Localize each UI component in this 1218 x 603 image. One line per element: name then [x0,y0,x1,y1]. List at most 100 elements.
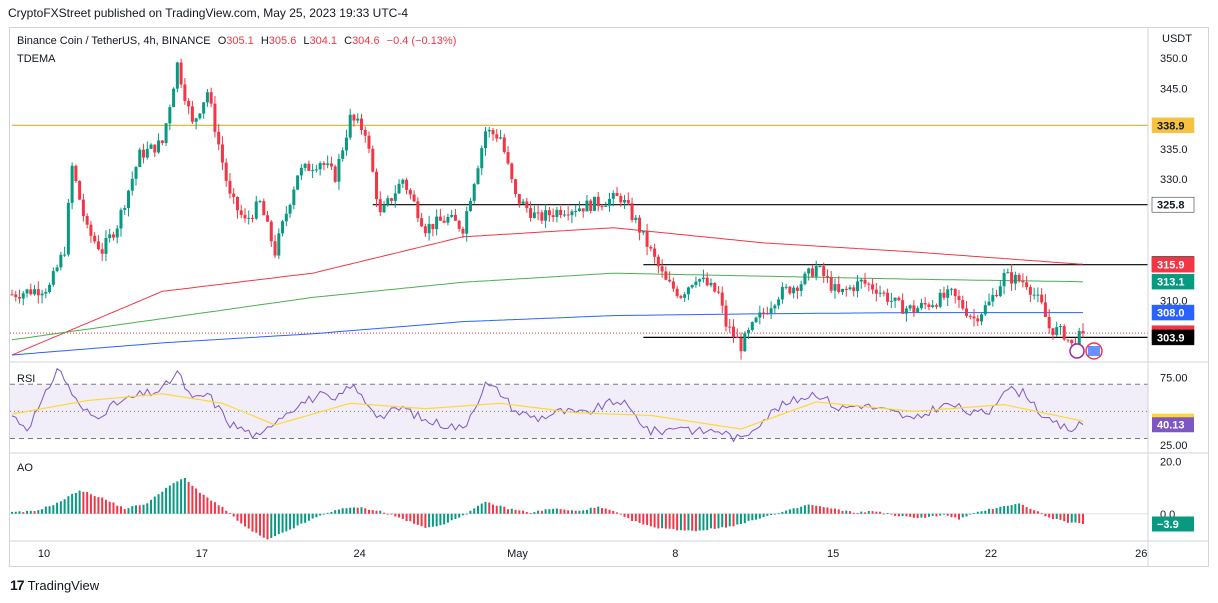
time-tick-label: May [507,548,528,560]
candle [611,190,615,207]
candle [784,283,788,290]
ao-bar [281,513,284,533]
candle-body [927,304,931,308]
candle-body [886,292,890,302]
ao-bar [807,504,810,514]
ao-bar [37,510,40,514]
rsi-label-text: 40.13 [1157,420,1185,432]
ao-bar [796,508,799,514]
candle [491,127,495,141]
ao-bar [473,508,476,514]
candle [247,210,251,225]
ao-legend[interactable]: AO [17,462,33,474]
candle [126,189,130,217]
candle-body [491,129,495,135]
time-tick-label: 22 [985,548,997,560]
candle-body [720,292,724,306]
price-label-box [1151,256,1195,273]
candle [540,209,544,225]
ao-bar [1018,503,1021,514]
candle-body [517,193,521,204]
candle-body [228,180,232,194]
candle [224,158,228,187]
candle [386,195,390,207]
ao-bar [935,513,938,517]
candle-body [732,326,736,337]
ao-bar [213,502,216,514]
candle [615,186,619,197]
candle-body [818,266,822,268]
candle-body [89,224,93,236]
candle-body [762,312,766,314]
candle [217,124,221,151]
candle-body [126,190,130,209]
candle-body [686,287,690,295]
ao-bar [405,513,408,522]
ao-bar [285,513,288,532]
ao-bar [522,510,525,514]
ao-label-text: −3.9 [1157,519,1179,531]
candle [446,213,450,226]
candle [698,278,702,287]
candle-body [453,214,457,221]
candle-body [679,296,683,298]
candle [277,228,281,259]
candle [664,266,668,281]
ao-bar [510,508,513,514]
tradingview-logo[interactable]: 17 TradingView [10,577,99,593]
candle-body [254,201,258,219]
candle [476,165,480,185]
candle [85,213,89,229]
candle-body [709,282,713,286]
candle-body [810,268,814,277]
ao-bar [236,513,239,521]
candle [686,286,690,301]
ao-bar [446,513,449,523]
candle-body [51,271,55,285]
candle [517,193,521,208]
candle [965,301,969,318]
candle-body [562,214,566,216]
candle-body [442,220,446,223]
candle-body [21,293,25,299]
candle-body [386,198,390,205]
ao-bar [401,513,404,519]
candle [352,113,356,127]
candle-body [1043,302,1047,317]
rsi-ma-line [11,393,1084,430]
candle-body [262,201,266,216]
tdema-legend[interactable]: TDEMA [17,53,56,65]
candle [299,164,303,181]
candle-body [18,297,22,299]
candle [254,195,258,220]
ao-bar [251,513,254,532]
candle [179,58,183,88]
ao-bar [127,508,130,514]
ao-bar [747,513,750,521]
candle [690,284,694,289]
ao-bar [409,513,412,522]
ao-bar [931,513,934,516]
ao-bar [537,510,540,514]
candle [893,297,897,308]
candle [427,215,431,241]
symbol-legend[interactable]: Binance Coin / TetherUS, 4h, BINANCE O30… [17,35,456,47]
ao-bar [762,513,765,518]
candle [40,289,44,304]
candle [416,197,420,223]
candle [480,145,484,176]
candle-body [953,288,957,297]
ao-bar [225,510,228,514]
ao-bar [18,511,21,514]
candle [957,289,961,308]
candle [559,206,563,219]
rsi-legend[interactable]: RSI [17,373,36,385]
candle-body [840,288,844,293]
candle-body [829,277,833,291]
candle-body [164,123,168,143]
ao-bar [901,513,904,516]
candle-body [187,100,191,107]
ao-bar [627,513,630,519]
ao-bar [950,513,953,518]
